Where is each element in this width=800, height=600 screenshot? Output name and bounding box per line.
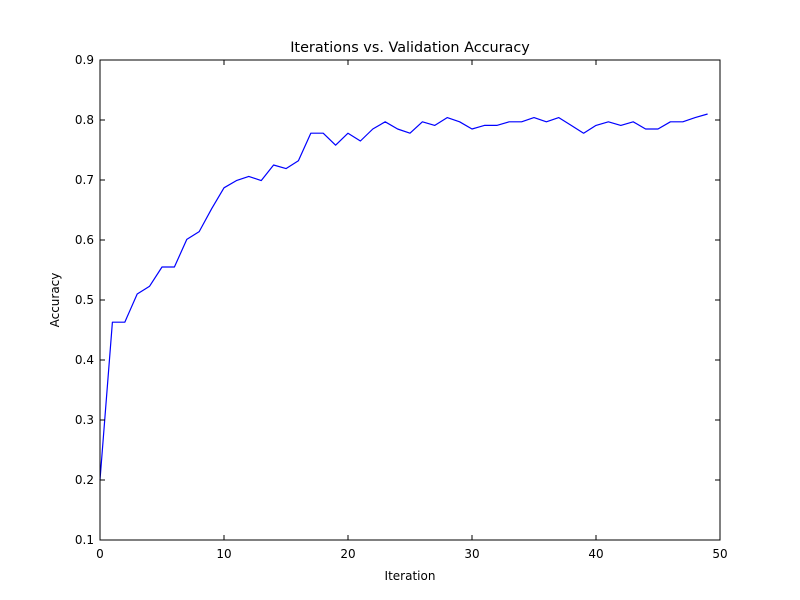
x-axis-label: Iteration [385,569,436,583]
x-tick-label: 40 [588,547,603,561]
plot-area: 0 10 20 30 40 50 0.1 0.2 0.3 0.4 0.5 0.6 0.7 0.8 0.9 [75,53,728,561]
y-tick-label: 0.2 [75,473,94,487]
x-tick-label: 20 [340,547,355,561]
y-tick-label: 0.8 [75,113,94,127]
chart-title: Iterations vs. Validation Accuracy [290,40,530,56]
y-tick-label: 0.9 [75,53,94,67]
y-tick-label: 0.4 [75,353,94,367]
series-line-0 [99,113,708,481]
x-tick-label: 0 [96,547,104,561]
x-tick-label: 30 [464,547,479,561]
x-tick-label: 50 [712,547,727,561]
x-tick-label: 10 [216,547,231,561]
y-tick-label: 0.1 [75,533,94,547]
y-tick-label: 0.7 [75,173,94,187]
y-tick-label: 0.6 [75,233,94,247]
y-tick-label: 0.5 [75,293,94,307]
y-tick-label: 0.3 [75,413,94,427]
y-axis-label: Accuracy [48,273,62,328]
